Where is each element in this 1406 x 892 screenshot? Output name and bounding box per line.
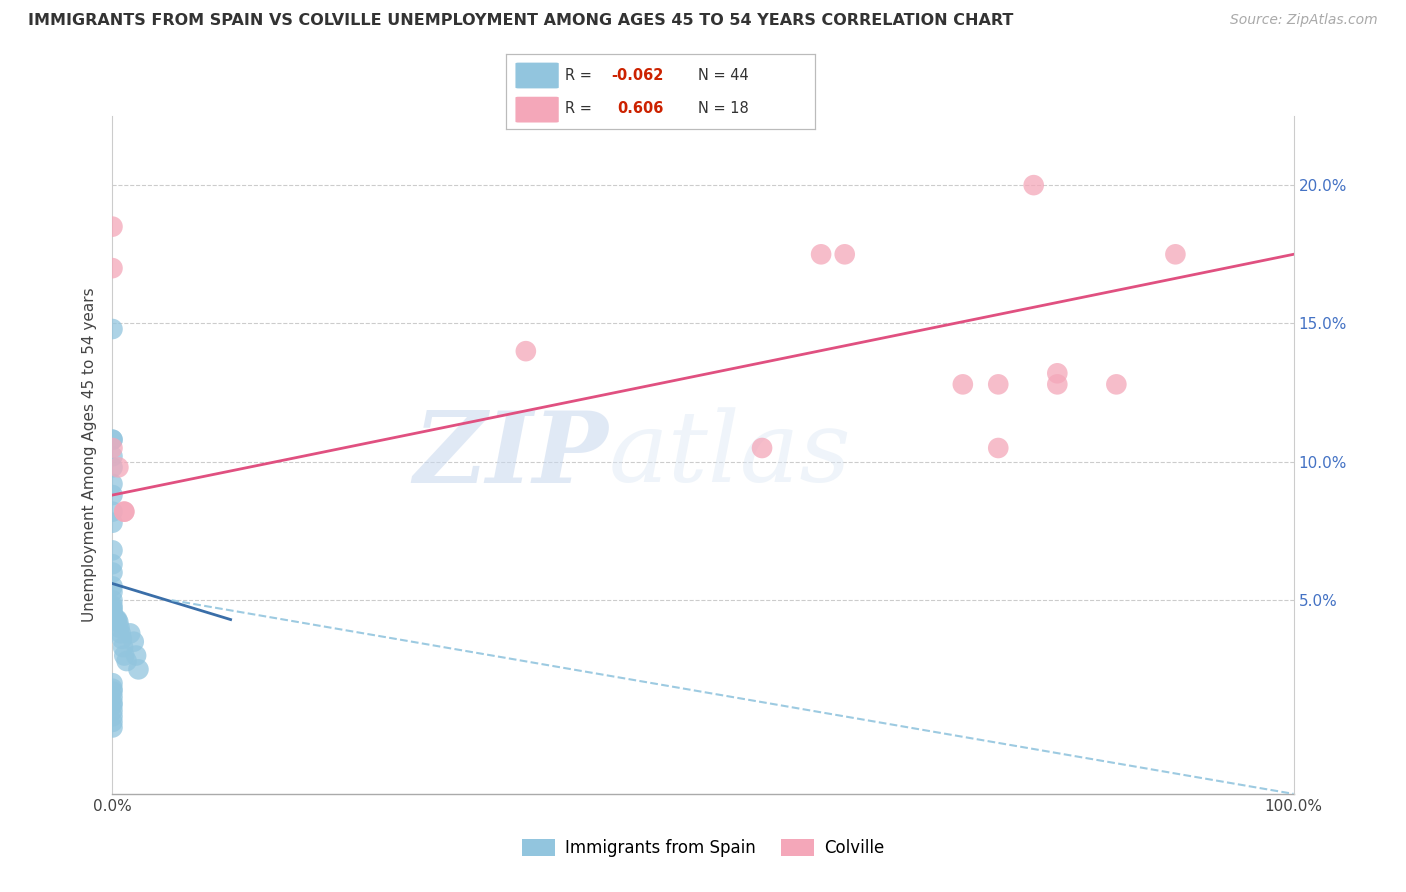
Point — [987, 377, 1010, 392]
Point — [101, 609, 124, 624]
Point — [112, 640, 135, 655]
Point — [101, 585, 124, 599]
Point — [101, 696, 124, 710]
Point — [101, 433, 124, 447]
Point — [101, 607, 124, 621]
Point — [101, 601, 124, 615]
Point — [101, 714, 124, 729]
Point — [112, 505, 135, 519]
Point — [751, 441, 773, 455]
Point — [105, 613, 128, 627]
Point — [115, 654, 138, 668]
Text: N = 18: N = 18 — [697, 102, 748, 116]
Point — [112, 648, 135, 663]
Point — [101, 543, 124, 558]
Point — [112, 505, 135, 519]
Point — [110, 626, 132, 640]
Point — [1046, 377, 1069, 392]
Point — [810, 247, 832, 261]
Point — [111, 632, 134, 646]
Point — [101, 450, 124, 464]
Text: IMMIGRANTS FROM SPAIN VS COLVILLE UNEMPLOYMENT AMONG AGES 45 TO 54 YEARS CORRELA: IMMIGRANTS FROM SPAIN VS COLVILLE UNEMPL… — [28, 13, 1014, 29]
Point — [101, 681, 124, 696]
Point — [101, 676, 124, 690]
Text: atlas: atlas — [609, 408, 851, 502]
Point — [1105, 377, 1128, 392]
Text: -0.062: -0.062 — [612, 68, 664, 83]
Point — [1046, 366, 1069, 380]
Point — [987, 441, 1010, 455]
Point — [101, 477, 124, 491]
Point — [125, 648, 148, 663]
Point — [101, 322, 124, 336]
Point — [101, 690, 124, 704]
Point — [515, 344, 537, 359]
Point — [101, 433, 124, 447]
Legend: Immigrants from Spain, Colville: Immigrants from Spain, Colville — [515, 832, 891, 863]
Point — [101, 261, 124, 276]
Point — [101, 698, 124, 713]
Text: Source: ZipAtlas.com: Source: ZipAtlas.com — [1230, 13, 1378, 28]
FancyBboxPatch shape — [516, 96, 558, 122]
Point — [101, 516, 124, 530]
Point — [105, 613, 128, 627]
Point — [122, 634, 145, 648]
Point — [101, 219, 124, 234]
Point — [952, 377, 974, 392]
Point — [101, 558, 124, 572]
Point — [1164, 247, 1187, 261]
Point — [101, 704, 124, 718]
FancyBboxPatch shape — [516, 62, 558, 88]
Point — [107, 615, 129, 630]
Point — [107, 460, 129, 475]
Point — [101, 566, 124, 580]
Point — [101, 709, 124, 723]
Point — [101, 460, 124, 475]
Point — [101, 579, 124, 593]
Point — [127, 662, 149, 676]
Point — [101, 505, 124, 519]
Point — [105, 613, 128, 627]
Text: 0.606: 0.606 — [617, 102, 664, 116]
Point — [120, 626, 142, 640]
Text: N = 44: N = 44 — [697, 68, 748, 83]
Point — [101, 599, 124, 613]
Y-axis label: Unemployment Among Ages 45 to 54 years: Unemployment Among Ages 45 to 54 years — [82, 287, 97, 623]
Point — [101, 721, 124, 735]
Point — [101, 684, 124, 698]
Text: R =: R = — [565, 68, 596, 83]
Point — [101, 593, 124, 607]
Point — [101, 441, 124, 455]
Point — [101, 604, 124, 618]
Point — [108, 621, 131, 635]
Point — [834, 247, 856, 261]
Text: R =: R = — [565, 102, 600, 116]
Point — [1022, 178, 1045, 193]
Point — [101, 488, 124, 502]
Text: ZIP: ZIP — [413, 407, 609, 503]
